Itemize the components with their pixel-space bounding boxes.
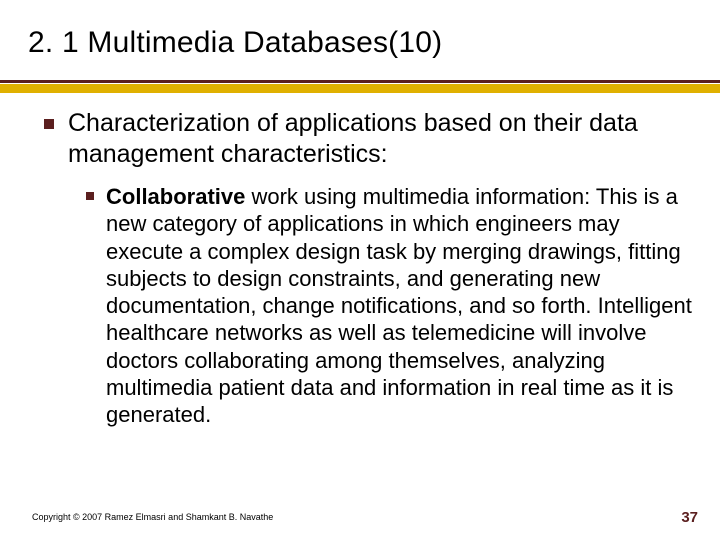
copyright-text: Copyright © 2007 Ramez Elmasri and Shamk… <box>32 512 273 522</box>
bullet-lvl1-text: Characterization of applications based o… <box>68 108 692 169</box>
bullet-lvl2-text: Collaborative work using multimedia info… <box>106 183 692 428</box>
bullet-lvl1: Characterization of applications based o… <box>44 108 692 169</box>
bullet-lvl2-rest: work using multimedia information: This … <box>106 184 692 427</box>
bullet-lvl2: Collaborative work using multimedia info… <box>86 183 692 428</box>
square-bullet-icon <box>86 192 94 200</box>
page-number: 37 <box>681 509 698 526</box>
slide-title: 2. 1 Multimedia Databases(10) <box>28 26 442 60</box>
slide-body: Characterization of applications based o… <box>44 108 692 428</box>
rule-accent <box>0 80 720 83</box>
rule-gold <box>0 84 720 93</box>
slide: 2. 1 Multimedia Databases(10) Characteri… <box>0 0 720 540</box>
divider-rule <box>0 80 720 93</box>
bullet-lvl2-bold: Collaborative <box>106 184 245 209</box>
square-bullet-icon <box>44 119 54 129</box>
